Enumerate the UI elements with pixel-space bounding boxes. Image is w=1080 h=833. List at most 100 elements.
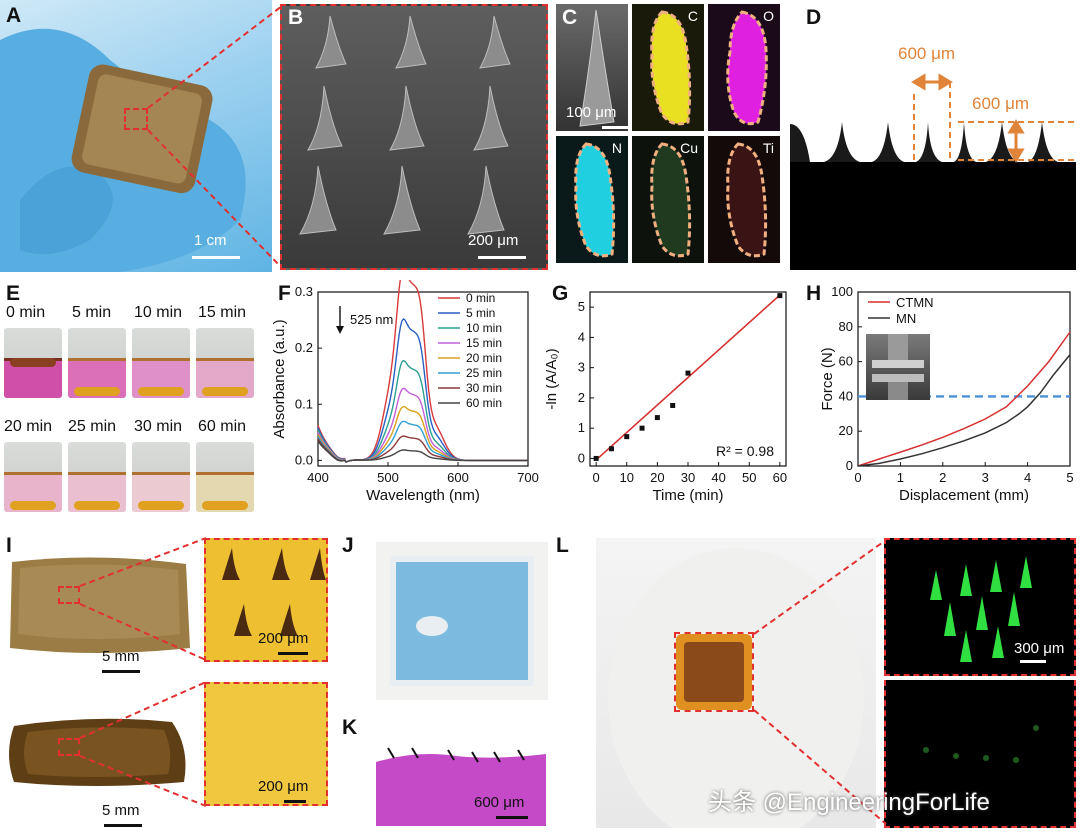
data-point (639, 425, 645, 431)
vial-25min (68, 442, 126, 512)
eds-map-n: N (556, 136, 628, 263)
y-axis-label: Force (N) (819, 347, 836, 410)
scalebar-i-bottom-right (284, 800, 306, 803)
y-axis-label: -ln (A/A₀) (546, 348, 560, 409)
eds-label-c: C (687, 8, 698, 24)
y-tick-label: 0.0 (295, 452, 313, 467)
series-line-CTMN (857, 331, 1071, 467)
panel-l-photo (596, 538, 876, 828)
x-tick-label: 30 (681, 470, 695, 485)
panel-label-d: D (806, 6, 822, 29)
legend-label: 60 min (466, 396, 502, 410)
watermark: 头条 @EngineeringForLife (708, 789, 990, 816)
microneedle-sem-image (299, 15, 511, 235)
legend-label: 30 min (466, 381, 502, 395)
y-tick-label: 3 (578, 360, 585, 375)
x-axis-label: Displacement (mm) (899, 487, 1029, 504)
eds-label-n: N (611, 140, 622, 156)
y-tick-label: 0 (846, 458, 853, 473)
x-tick-label: 600 (447, 470, 469, 485)
vial-0min (4, 328, 62, 398)
eds-map-ti: Ti (708, 136, 780, 263)
scalebar-a (192, 256, 240, 259)
vial-20min (4, 442, 62, 512)
panel-label-l: L (556, 534, 569, 557)
x-tick-label: 1 (897, 470, 904, 485)
panel-label-j: J (342, 534, 354, 557)
panel-label-i: I (6, 534, 12, 557)
series-line-25-min (317, 420, 528, 463)
zoom-lines-a-b (147, 5, 283, 269)
fit-annotation: R² = 0.98 (716, 443, 774, 459)
vial-30min (132, 442, 190, 512)
series-line-60-min (317, 440, 528, 463)
legend-label: MN (896, 311, 916, 326)
legend-label: 25 min (466, 366, 502, 380)
d-height-label: 600 μm (972, 94, 1030, 113)
scalebar-i-bottom-left-label: 5 mm (102, 802, 140, 819)
e-time-25: 25 min (68, 418, 117, 435)
y-tick-label: 0.3 (295, 284, 313, 299)
y-tick-label: 4 (578, 329, 585, 344)
plot-frame (317, 291, 529, 467)
x-tick-label: 700 (517, 470, 539, 485)
y-tick-label: 0.1 (295, 396, 313, 411)
x-tick-label: 5 (1066, 470, 1073, 485)
x-tick-label: 20 (650, 470, 664, 485)
scalebar-b (478, 256, 526, 259)
scalebar-k-label: 600 μm (474, 794, 525, 811)
legend-label: 10 min (466, 321, 502, 335)
scalebar-c (602, 126, 628, 129)
panel-label-e: E (6, 282, 21, 305)
x-tick-label: 4 (1024, 470, 1031, 485)
panel-k-image (376, 740, 546, 826)
i-top-zoom (204, 538, 328, 662)
annotation-label: 525 nm (350, 312, 393, 327)
i-bottom-zoom-box (58, 738, 80, 756)
y-tick-label: 2 (578, 390, 585, 405)
panel-d-image (790, 4, 1076, 270)
x-tick-label: 60 (773, 470, 787, 485)
x-axis-label: Time (min) (652, 487, 723, 504)
vial-15min (196, 328, 254, 398)
chart-g: 0 10 20 30 40 50 60 0 1 2 3 4 5 Time (min) -ln (A/A₀) R… (546, 291, 787, 504)
eds-label-cu: Cu (680, 140, 698, 156)
h-inset-photo (866, 334, 930, 400)
e-time-20: 20 min (4, 418, 53, 435)
i-bottom-zoom (204, 682, 328, 806)
x-tick-label: 0 (593, 470, 600, 485)
y-tick-label: 100 (831, 284, 853, 299)
panel-b-sem (280, 4, 548, 270)
legend-label: 0 min (466, 291, 495, 305)
plot-frame (857, 291, 1071, 467)
x-tick-label: 2 (939, 470, 946, 485)
y-tick-label: 40 (839, 388, 853, 403)
data-point (777, 293, 783, 299)
scalebar-l (1020, 660, 1046, 663)
e-time-0: 0 min (6, 304, 46, 321)
scalebar-i-bottom-right-label: 200 μm (258, 778, 309, 795)
panel-label-c: C (562, 6, 578, 29)
data-point (654, 415, 660, 421)
scalebar-c-label: 100 μm (566, 104, 617, 121)
data-point (624, 434, 630, 440)
d-spacing-label: 600 μm (898, 44, 956, 63)
panel-a-zoom-box (124, 108, 148, 130)
y-tick-label: 20 (839, 423, 853, 438)
microneedle-profile-image (790, 73, 1076, 270)
x-tick-label: 50 (742, 470, 756, 485)
l-fluorescence-skin (884, 680, 1076, 828)
i-top-patch (6, 552, 192, 658)
legend-label: CTMN (896, 295, 934, 310)
e-time-15: 15 min (198, 304, 247, 321)
y-tick-label: 5 (578, 299, 585, 314)
panel-label-h: H (806, 282, 822, 305)
y-tick-label: 60 (839, 354, 853, 369)
scalebar-l-label: 300 μm (1014, 640, 1065, 657)
panel-label-b: B (288, 6, 304, 29)
x-tick-label: 3 (982, 470, 989, 485)
e-time-5: 5 min (72, 304, 112, 321)
x-tick-label: 40 (711, 470, 725, 485)
annotation-arrowhead (336, 326, 344, 334)
scalebar-k (496, 816, 528, 819)
